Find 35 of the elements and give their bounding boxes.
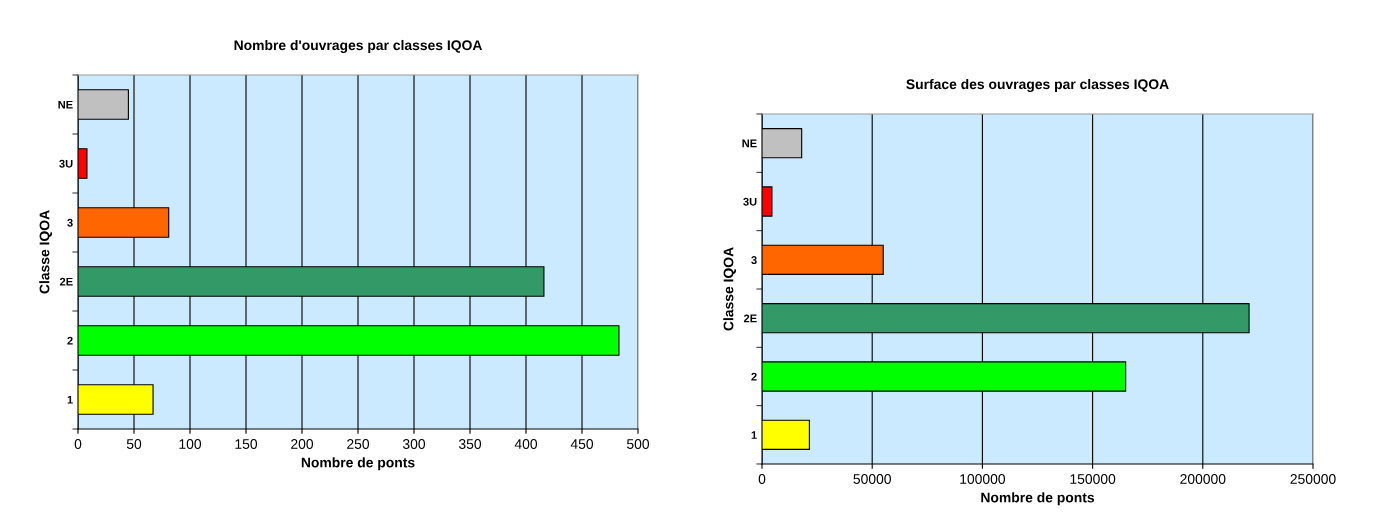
y-tick-label: 2 (67, 336, 73, 345)
chart-title: Nombre d'ouvrages par classes IQOA (234, 39, 483, 53)
x-tick-label: 200 (291, 439, 314, 449)
x-tick-label: 0 (758, 474, 766, 484)
x-tick-label: 250000 (1290, 474, 1336, 484)
y-tick-label: 1 (751, 431, 757, 439)
x-axis-title: Nombre de ponts (301, 457, 415, 471)
y-tick-label: 3U (743, 197, 757, 206)
x-tick-label: 50000 (853, 474, 891, 484)
y-tick-label: 3 (751, 256, 757, 264)
x-tick-label: 250 (347, 439, 370, 449)
y-tick-label: 1 (67, 395, 73, 404)
y-tick-label: 2E (59, 277, 73, 286)
x-tick-label: 0 (74, 439, 82, 449)
x-tick-label: 200000 (1180, 474, 1226, 484)
y-tick-label: 2E (743, 314, 757, 323)
y-tick-label: 3 (67, 218, 73, 227)
chart-title: Surface des ouvrages par classes IQOA (906, 78, 1169, 92)
y-tick-label: NE (742, 139, 757, 148)
x-tick-label: 150 (235, 439, 258, 449)
y-axis-title: Classe IQOA (723, 247, 736, 331)
x-tick-label: 150000 (1070, 474, 1116, 484)
x-tick-label: 400 (514, 439, 538, 449)
y-tick-label: 2 (751, 372, 757, 381)
x-tick-label: 100000 (960, 474, 1006, 484)
x-axis-title: Nombre de ponts (981, 492, 1095, 506)
y-tick-label: NE (58, 100, 73, 109)
x-tick-label: 350 (458, 439, 482, 449)
y-axis-title: Classe IQOA (39, 210, 52, 294)
x-tick-label: 500 (626, 439, 650, 449)
x-tick-label: 450 (570, 439, 594, 449)
x-tick-label: 50 (126, 439, 142, 449)
y-tick-label: 3U (59, 159, 73, 168)
x-tick-label: 300 (402, 439, 426, 449)
x-tick-label: 100 (179, 439, 202, 449)
